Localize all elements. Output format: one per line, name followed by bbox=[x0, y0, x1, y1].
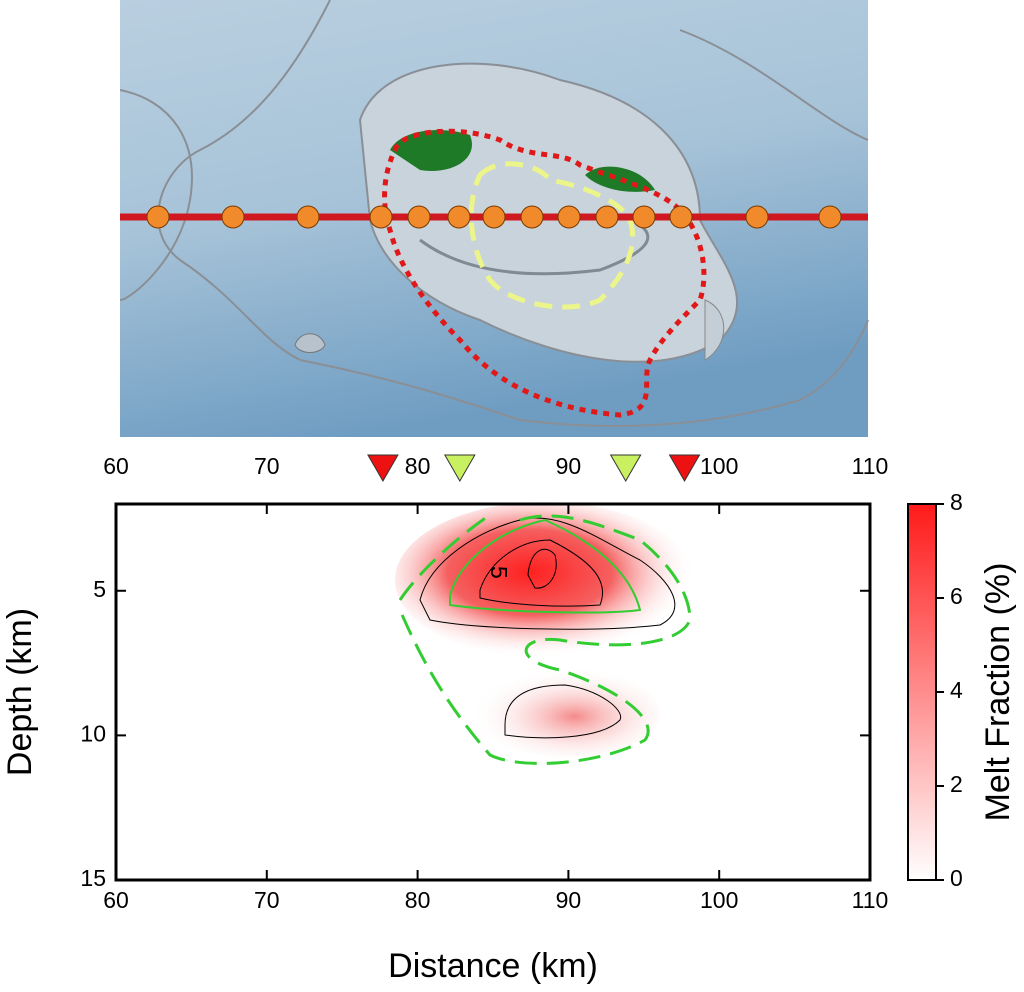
x-tick-label-top: 70 bbox=[254, 453, 280, 479]
station-marker bbox=[367, 454, 399, 483]
x-tick-label-top: 90 bbox=[556, 453, 582, 479]
station-marker bbox=[609, 454, 642, 483]
y-tick-label: 10 bbox=[80, 720, 106, 746]
y-axis-label: Depth (km) bbox=[1, 608, 39, 776]
x-tick-label-top: 100 bbox=[700, 453, 738, 479]
x-tick-label-top: 110 bbox=[852, 453, 889, 479]
map bbox=[119, 0, 869, 437]
colorbar-tick-label: 0 bbox=[950, 865, 963, 891]
x-tick-label: 100 bbox=[700, 887, 738, 913]
colorbar bbox=[907, 503, 937, 881]
x-tick-label: 60 bbox=[103, 887, 129, 913]
colorbar-tick-label: 4 bbox=[950, 677, 963, 703]
colorbar-tick-label: 2 bbox=[950, 771, 963, 797]
x-tick-label-top: 60 bbox=[103, 453, 129, 479]
x-tick-label-top: 80 bbox=[405, 453, 431, 479]
colorbar-tick-label: 8 bbox=[950, 489, 963, 515]
melt-field: 5 bbox=[395, 502, 695, 765]
x-tick-label: 110 bbox=[852, 887, 889, 913]
contour-label: 5 bbox=[486, 566, 512, 579]
colorbar-label: Melt Fraction (%) bbox=[979, 563, 1017, 822]
colorbar-tick-label: 6 bbox=[950, 583, 963, 609]
y-tick-label: 5 bbox=[93, 576, 106, 602]
plot-frame bbox=[114, 502, 872, 882]
x-tick-label: 70 bbox=[254, 887, 280, 913]
x-axis-label: Distance (km) bbox=[388, 947, 598, 985]
station-marker bbox=[668, 454, 701, 483]
x-tick-label: 90 bbox=[556, 887, 582, 913]
y-tick-label: 15 bbox=[80, 865, 106, 891]
x-tick-label: 80 bbox=[405, 887, 431, 913]
station-marker bbox=[443, 454, 476, 483]
